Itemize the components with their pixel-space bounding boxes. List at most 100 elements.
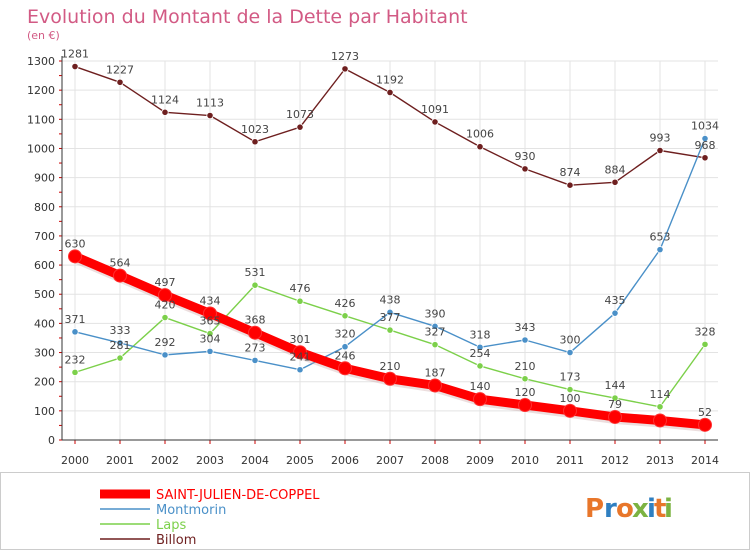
data-label: 1124 [151, 93, 179, 106]
data-label: 630 [65, 237, 86, 250]
data-point [296, 366, 304, 374]
data-labels: 630 564 497 434 368 301 246 210 187 140 120 100 79 52… [61, 48, 719, 419]
data-point [116, 339, 124, 347]
data-point [518, 398, 532, 413]
data-point [701, 154, 709, 162]
data-label: 187 [425, 366, 446, 379]
data-point [431, 322, 439, 330]
data-point [158, 288, 172, 303]
data-label: 497 [155, 276, 176, 289]
data-label: 292 [155, 336, 176, 349]
y-tick-label: 1300 [27, 55, 55, 68]
data-point [161, 313, 169, 322]
data-point [656, 146, 664, 155]
data-label: 281 [110, 339, 131, 352]
legend-label: SAINT-JULIEN-DE-COPPEL [156, 488, 320, 503]
data-label: 320 [335, 328, 356, 341]
data-label: 365 [200, 315, 221, 328]
logo-letter: P [585, 494, 604, 524]
x-tick-label: 2004 [241, 454, 269, 467]
data-point [521, 336, 529, 344]
data-label: 79 [608, 398, 622, 411]
data-point [521, 375, 529, 383]
x-tick-label: 2007 [376, 454, 404, 467]
data-point [566, 348, 574, 357]
data-label: 874 [560, 166, 581, 179]
data-label: 1113 [196, 97, 224, 110]
data-label: 371 [65, 313, 86, 326]
data-point [161, 351, 169, 359]
x-tick-label: 2009 [466, 454, 494, 467]
y-tick-label: 900 [34, 172, 55, 185]
data-label: 884 [605, 163, 626, 176]
data-label: 246 [335, 349, 356, 362]
y-tick-label: 1000 [27, 142, 55, 155]
y-tick-label: 700 [34, 230, 55, 243]
data-label: 173 [560, 371, 581, 384]
data-point [206, 329, 214, 338]
data-point [386, 308, 394, 316]
data-point [206, 111, 214, 120]
data-label: 426 [335, 297, 356, 310]
data-point [476, 362, 484, 370]
data-point [113, 268, 127, 283]
axes: 0 100 200 300 400 500 600 700 800 900 1000 1100 1200… [27, 55, 719, 467]
logo-letter: x [632, 494, 649, 524]
y-tick-label: 1100 [27, 113, 55, 126]
data-label: 120 [515, 386, 536, 399]
y-tick-label: 100 [34, 405, 55, 418]
data-label: 1023 [241, 123, 269, 136]
data-point [251, 138, 259, 146]
y-tick-label: 200 [34, 376, 55, 389]
data-point [566, 385, 574, 394]
x-tick-label: 2006 [331, 454, 359, 467]
y-tick-label: 600 [34, 259, 55, 272]
data-point [341, 65, 349, 73]
x-tick-label: 2003 [196, 454, 224, 467]
data-point [431, 118, 439, 126]
x-tick-label: 2010 [511, 454, 539, 467]
x-tick-label: 2001 [106, 454, 134, 467]
data-label: 301 [290, 333, 311, 346]
data-point [653, 413, 667, 428]
data-label: 100 [560, 392, 581, 405]
data-label: 434 [200, 294, 221, 307]
legend: SAINT-JULIEN-DE-COPPELMontmorinLapsBillo… [100, 488, 320, 548]
data-label: 140 [470, 380, 491, 393]
data-label: 930 [515, 150, 536, 163]
data-point [566, 181, 574, 189]
data-point [611, 394, 619, 402]
data-point [656, 246, 664, 254]
data-label: 1227 [106, 63, 134, 76]
x-tick-label: 2013 [646, 454, 674, 467]
x-tick-label: 2008 [421, 454, 449, 467]
x-tick-label: 2011 [556, 454, 584, 467]
data-point [521, 165, 529, 173]
x-tick-label: 2000 [61, 454, 89, 467]
data-point [701, 134, 709, 143]
data-label: 144 [605, 379, 626, 392]
data-point [431, 341, 439, 349]
data-label: 993 [650, 132, 671, 145]
y-tick-label: 400 [34, 317, 55, 330]
logo-letter: t [654, 494, 666, 524]
data-label: 300 [560, 334, 581, 347]
y-tick-label: 0 [48, 434, 55, 447]
data-point [161, 108, 169, 116]
data-point [611, 309, 619, 317]
data-label: 368 [245, 314, 266, 327]
data-point [383, 371, 397, 386]
data-label: 343 [515, 321, 536, 334]
data-point [386, 88, 394, 97]
y-tick-label: 800 [34, 201, 55, 214]
data-point [701, 340, 709, 348]
data-point [296, 297, 304, 305]
data-label: 304 [200, 332, 221, 345]
data-point [251, 356, 259, 365]
data-label: 232 [65, 353, 86, 366]
legend-label: Laps [156, 518, 186, 533]
data-label: 1281 [61, 48, 89, 61]
data-label: 420 [155, 299, 176, 312]
